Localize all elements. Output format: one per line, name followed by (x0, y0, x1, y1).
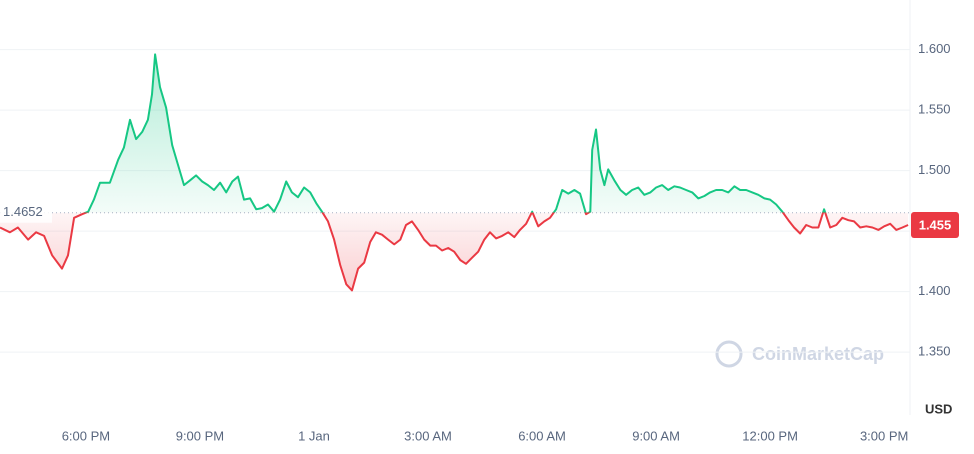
y-tick-label: 1.400 (918, 283, 951, 298)
y-tick-label: 1.550 (918, 102, 951, 117)
x-tick-label: 3:00 AM (404, 428, 452, 443)
baseline-label-bg (0, 202, 52, 223)
x-tick-label: 6:00 AM (518, 428, 566, 443)
x-tick-label: 12:00 PM (742, 428, 798, 443)
price-line (0, 53, 909, 292)
baseline-label: 1.4652 (3, 204, 43, 219)
watermark: CoinMarketCap (715, 340, 884, 368)
x-tick-label: 9:00 PM (176, 428, 224, 443)
x-tick-label: 1 Jan (298, 428, 330, 443)
x-tick-label: 3:00 PM (860, 428, 908, 443)
x-tick-label: 6:00 PM (62, 428, 110, 443)
x-tick-label: 9:00 AM (632, 428, 680, 443)
y-tick-label: 1.350 (918, 344, 951, 359)
current-price-label: 1.455 (919, 217, 952, 232)
current-price-tag (911, 212, 959, 239)
y-tick-label: 1.500 (918, 162, 951, 177)
watermark-text: CoinMarketCap (752, 344, 884, 364)
currency-label: USD (925, 401, 952, 416)
price-area (0, 54, 909, 291)
y-tick-label: 1.600 (918, 41, 951, 56)
